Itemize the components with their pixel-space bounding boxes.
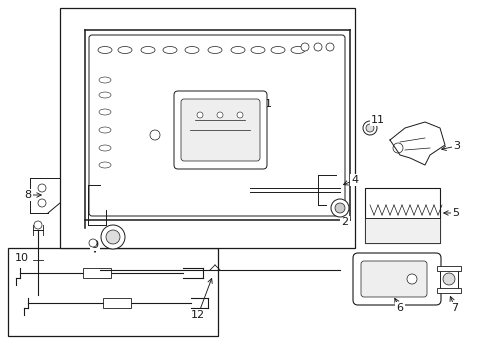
Text: 12: 12 (190, 310, 204, 320)
Circle shape (38, 184, 46, 192)
Circle shape (330, 199, 348, 217)
Circle shape (106, 230, 120, 244)
Text: 1: 1 (264, 99, 271, 109)
Text: 11: 11 (370, 115, 384, 125)
FancyBboxPatch shape (352, 253, 440, 305)
Ellipse shape (141, 46, 155, 54)
Text: 6: 6 (396, 303, 403, 313)
Circle shape (442, 273, 454, 285)
Circle shape (34, 221, 42, 229)
Circle shape (32, 292, 44, 304)
Text: 8: 8 (24, 190, 32, 200)
Text: 5: 5 (451, 208, 459, 218)
Circle shape (334, 203, 345, 213)
Ellipse shape (99, 109, 111, 115)
Ellipse shape (207, 46, 222, 54)
Bar (83, 268, 111, 278)
Text: 2: 2 (341, 217, 348, 227)
Circle shape (313, 43, 321, 51)
Ellipse shape (99, 92, 111, 98)
Ellipse shape (99, 77, 111, 83)
Text: 9: 9 (91, 240, 99, 250)
Bar (103, 298, 131, 308)
FancyBboxPatch shape (181, 99, 260, 161)
Ellipse shape (163, 46, 177, 54)
Bar (436, 266, 460, 271)
Circle shape (217, 112, 223, 118)
Text: 4: 4 (351, 175, 358, 185)
Bar (364, 218, 439, 243)
Circle shape (150, 130, 160, 140)
Bar (364, 188, 439, 243)
Circle shape (406, 274, 416, 284)
Circle shape (365, 124, 373, 132)
Circle shape (237, 112, 243, 118)
FancyBboxPatch shape (89, 35, 345, 216)
Circle shape (38, 199, 46, 207)
Ellipse shape (184, 46, 199, 54)
Bar (60, 8, 354, 248)
FancyBboxPatch shape (174, 91, 266, 169)
Circle shape (392, 143, 402, 153)
Circle shape (325, 43, 333, 51)
Ellipse shape (250, 46, 264, 54)
Circle shape (362, 121, 376, 135)
Ellipse shape (99, 145, 111, 151)
Bar (8, 248, 218, 336)
Ellipse shape (118, 46, 132, 54)
Circle shape (197, 112, 203, 118)
Circle shape (101, 225, 125, 249)
Circle shape (301, 43, 308, 51)
Text: 10: 10 (15, 253, 29, 263)
Ellipse shape (270, 46, 285, 54)
FancyBboxPatch shape (360, 261, 426, 297)
Text: 7: 7 (450, 303, 458, 313)
Text: 3: 3 (452, 141, 460, 151)
Circle shape (89, 239, 97, 247)
Ellipse shape (290, 46, 305, 54)
Ellipse shape (99, 127, 111, 133)
Bar (436, 288, 460, 293)
Ellipse shape (230, 46, 244, 54)
Ellipse shape (98, 46, 112, 54)
Bar (439, 268, 457, 290)
Ellipse shape (99, 162, 111, 168)
